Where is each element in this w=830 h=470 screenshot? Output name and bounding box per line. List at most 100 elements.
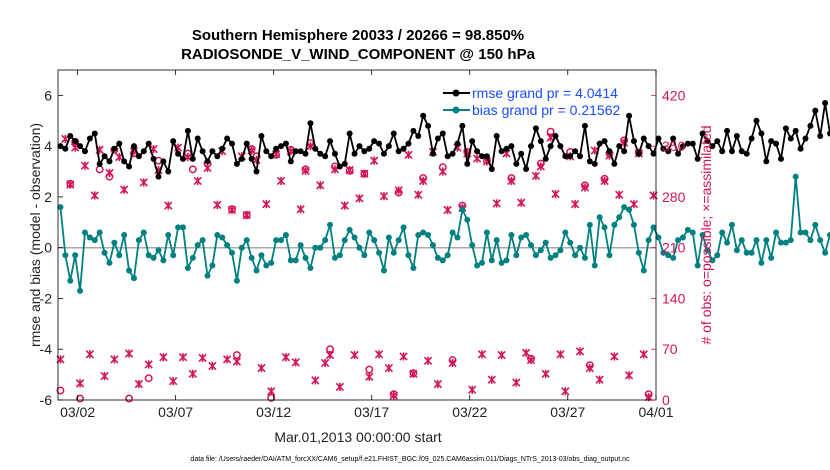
rmse-point [258, 133, 265, 139]
bias-point [346, 226, 353, 233]
obs-assimilated-point [208, 361, 217, 371]
obs-assimilated-point [169, 376, 178, 386]
rmse-point [537, 138, 544, 145]
obs-assimilated-point [124, 349, 134, 358]
chart-title-line1: Southern Hemisphere 20033 / 20266 = 98.8… [192, 27, 524, 44]
bias-point [601, 224, 608, 231]
obs-assimilated-point [301, 166, 310, 175]
y-axis-right: 0 70 140 210 280 350 420 [651, 87, 686, 408]
rmse-point [768, 138, 775, 145]
rmse-point [714, 138, 721, 145]
obs-possible-point [365, 365, 374, 374]
rmse-point [817, 133, 824, 139]
y-right-tick-label: 280 [662, 189, 686, 205]
bias-point [327, 221, 334, 228]
bias-point [444, 252, 451, 259]
bias-point [802, 229, 809, 236]
obs-assimilated-point [374, 350, 384, 359]
obs-assimilated-point [551, 189, 560, 199]
bias-point [165, 232, 172, 238]
obs-assimilated-point [355, 194, 364, 203]
obs-assimilated-point [448, 358, 457, 368]
obs-assimilated-point [536, 162, 545, 171]
obs-assimilated-point [468, 385, 477, 395]
rmse-point [704, 138, 711, 145]
x-tick-label: 03/07 [158, 404, 193, 420]
bias-point [336, 252, 343, 259]
bias-point [498, 259, 505, 266]
rmse-point [361, 148, 368, 155]
bias-point [400, 224, 407, 231]
bias-point [194, 242, 201, 249]
x-axis: 03/02 03/07 03/12 03/17 03/22 03/27 04/01 [60, 70, 674, 420]
bias-point [297, 242, 304, 249]
rmse-point [581, 122, 588, 129]
bias-point [523, 232, 530, 238]
rmse-point [179, 155, 186, 162]
y-right-tick-label: 350 [662, 138, 686, 154]
bias-point [537, 247, 544, 254]
bias-point [812, 221, 819, 228]
bias-point [616, 214, 623, 221]
rmse-point [724, 127, 731, 134]
obs-assimilated-point [198, 353, 207, 363]
rmse-point [478, 153, 485, 160]
rmse-point [96, 160, 103, 167]
rmse-point [410, 127, 417, 134]
x-tick-label: 03/27 [550, 404, 585, 420]
rmse-point [630, 138, 637, 145]
obs-assimilated-point [409, 369, 418, 379]
bias-point [586, 221, 593, 228]
obs-assimilated-point [512, 378, 521, 387]
rmse-point [184, 127, 191, 134]
bias-point [459, 206, 466, 213]
rmse-point [586, 158, 593, 165]
obs-assimilated-point [561, 387, 570, 396]
obs-assimilated-point [365, 372, 374, 381]
bias-point [488, 257, 495, 264]
rmse-point [822, 100, 829, 106]
rmse-point [380, 150, 387, 157]
rmse-point [233, 160, 240, 167]
bias-point [518, 234, 525, 241]
rmse-point [777, 155, 784, 162]
bias-point [719, 229, 726, 236]
rmse-point [542, 155, 549, 162]
bias-point [738, 237, 745, 244]
rmse-point [356, 143, 363, 150]
rmse-point [513, 160, 520, 167]
rmse-point [263, 148, 270, 155]
rmse-point [224, 135, 231, 142]
obs-assimilated-point [291, 358, 300, 367]
bias-point [449, 229, 456, 236]
chart-title-line2: RADIOSONDE_V_WIND_COMPONENT @ 150 hPa [181, 46, 536, 63]
bias-point [307, 265, 314, 271]
rmse-point [91, 130, 98, 137]
y-right-tick-label: 420 [662, 87, 686, 103]
rmse-point [753, 117, 760, 124]
bias-point [596, 214, 603, 221]
rmse-point [665, 148, 672, 155]
obs-assimilated-point [399, 352, 408, 361]
bias-point [351, 234, 358, 241]
obs-assimilated-point [325, 350, 335, 360]
y-right-tick-label: 210 [662, 240, 686, 256]
bias-point [96, 229, 103, 236]
bias-point [273, 237, 280, 244]
rmse-point [562, 153, 569, 160]
rmse-point [738, 148, 745, 155]
bias-point [106, 259, 113, 266]
bias-point [179, 224, 186, 231]
rmse-point [591, 160, 598, 167]
bias-point [121, 232, 128, 238]
bias-point [621, 204, 628, 211]
bias-point [469, 242, 476, 249]
rmse-point [229, 140, 236, 147]
rmse-point [366, 145, 373, 152]
bias-point [474, 262, 481, 269]
legend-rmse-label: rmse grand pr = 4.0414 [472, 85, 618, 101]
rmse-point [145, 140, 152, 147]
rmse-point [72, 138, 79, 145]
obs-assimilated-point [487, 375, 496, 384]
bias-point [317, 244, 324, 251]
